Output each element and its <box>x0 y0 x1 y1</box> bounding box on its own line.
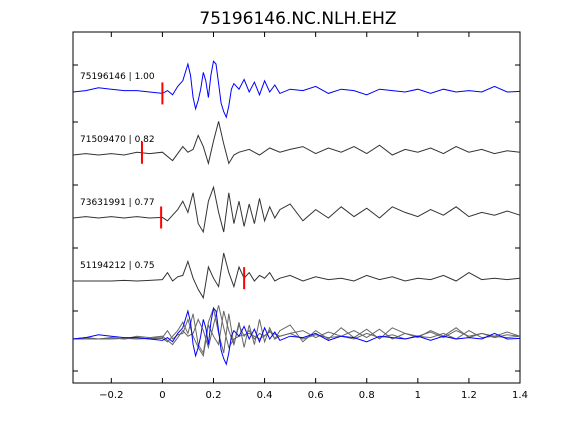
trace-label: 75196146 | 1.00 <box>80 72 155 82</box>
trace-line <box>72 121 521 166</box>
y-axis-ticks <box>73 64 520 372</box>
overlay-line <box>72 305 521 350</box>
chart-title: 75196146.NC.NLH.EHZ <box>199 9 396 29</box>
x-tick-label: −0.2 <box>99 390 123 401</box>
x-tick-label: 1.2 <box>461 390 477 401</box>
trace-label: 71509470 | 0.82 <box>80 135 155 145</box>
overlay-line <box>72 307 521 366</box>
trace-line <box>73 252 521 300</box>
x-tick-label: 0.2 <box>206 390 222 401</box>
trace-line <box>72 60 521 119</box>
x-axis: −0.2 0 0.2 0.4 0.6 0.8 1 1.2 1.4 <box>99 32 528 401</box>
trace-line <box>72 185 521 234</box>
x-tick-label: 0 <box>159 390 165 401</box>
x-tick-label: 0.4 <box>257 390 273 401</box>
x-tick-label: 0.6 <box>308 390 324 401</box>
overlay-stack <box>72 305 521 366</box>
trace-label: 73631991 | 0.77 <box>80 198 155 208</box>
plot-area <box>72 31 521 384</box>
x-tick-label: 1.4 <box>512 390 528 401</box>
x-tick-label: 1 <box>415 390 421 401</box>
x-tick-label: 0.8 <box>359 390 375 401</box>
trace-label: 51194212 | 0.75 <box>80 261 155 271</box>
trace-stack: 75196146 | 1.00 71509470 | 0.82 73631991 |… <box>72 60 521 300</box>
